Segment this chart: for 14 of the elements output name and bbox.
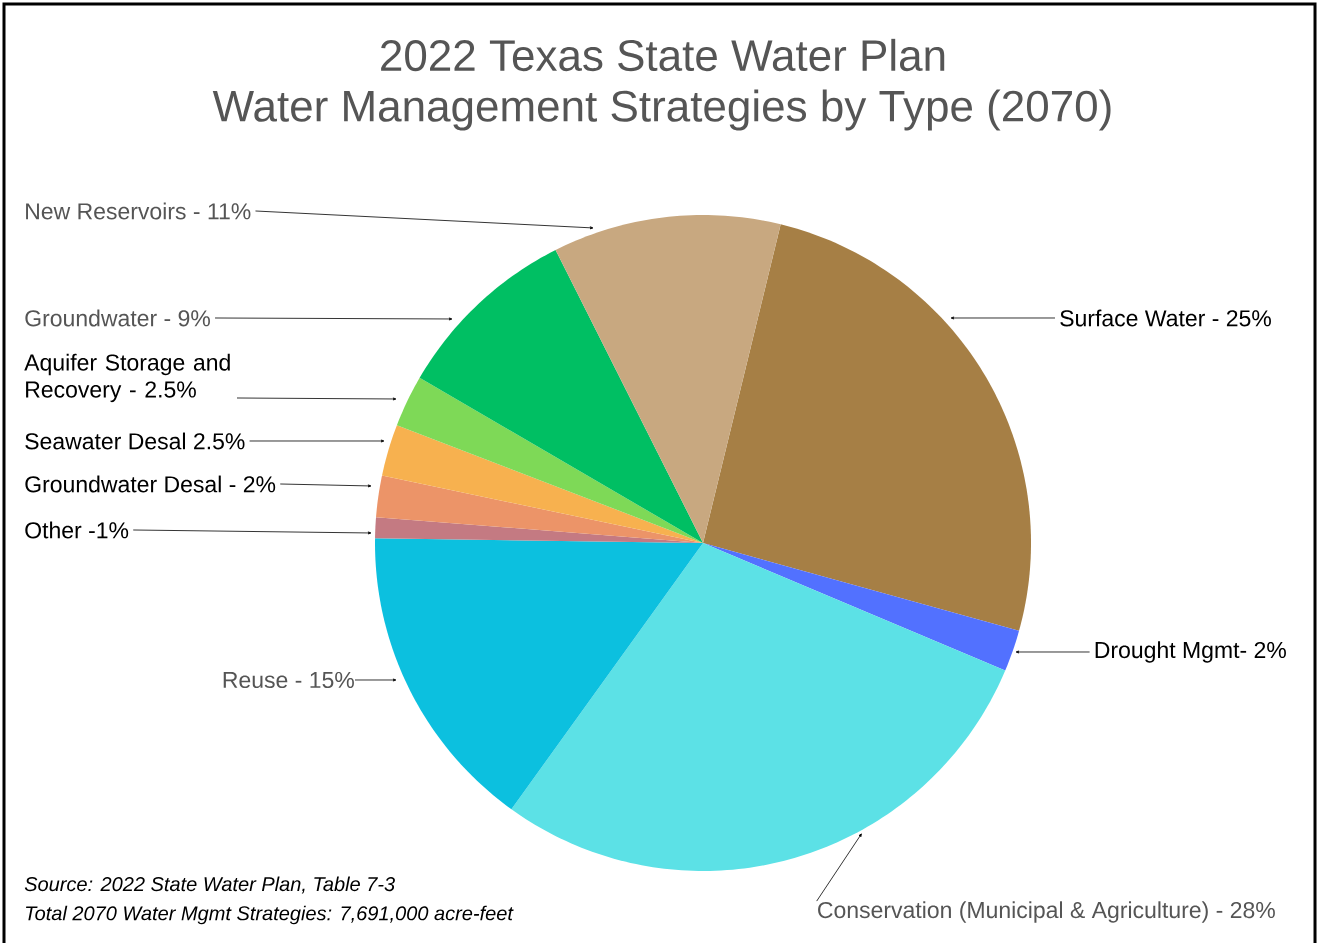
slice-label: Surface Water - 25% <box>1060 309 1271 327</box>
slice-label: New Reservoirs - 11% <box>26 202 251 220</box>
slice-label: Groundwater - 9% <box>25 309 210 327</box>
slice-label: Drought Mgmt- 2% <box>1095 641 1286 663</box>
chart-title: 2022 Texas State Water Plan <box>381 38 945 72</box>
chart-subtitle: Water Management Strategies by Type (2070) <box>212 89 1111 131</box>
slice-label: Conservation (Municipal & Agriculture) - 28% <box>818 901 1275 923</box>
slice-label: Aquifer Storage and Recovery - 2.5% <box>24 353 230 403</box>
slice-label: Seawater Desal 2.5% <box>25 432 245 450</box>
text: Source: 2022 State Water Plan, Table 7-3 <box>24 876 395 894</box>
slice-label: Reuse - 15% <box>223 671 354 689</box>
slice-label: Groundwater Desal - 2% <box>25 475 276 493</box>
slice-label: Other -1% <box>25 521 129 539</box>
text: Total 2070 Water Mgmt Strategies: 7,691,000 acre-feet <box>26 905 514 925</box>
